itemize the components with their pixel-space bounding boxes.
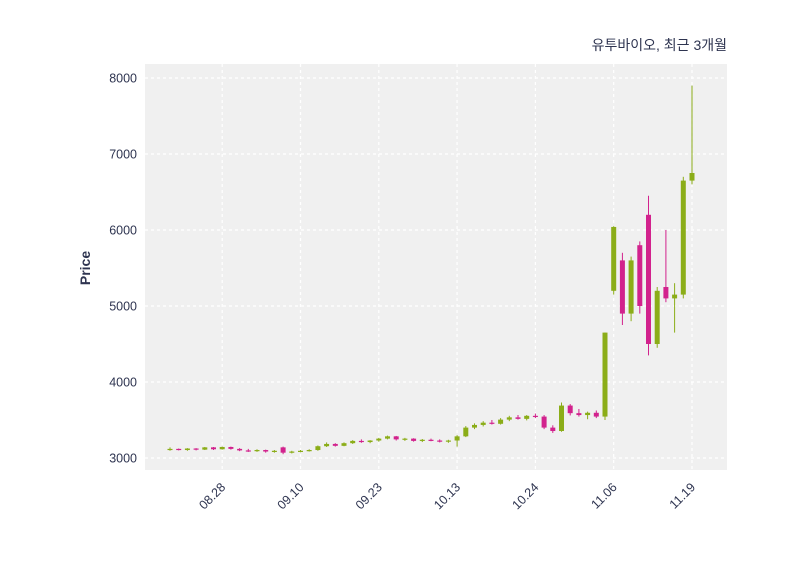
candle-body [176, 448, 182, 451]
candle-body [463, 427, 469, 437]
x-tick-label: 11.06 [588, 480, 619, 511]
candle-body [672, 294, 678, 299]
y-axis-label: Price [77, 251, 93, 285]
candle-body [358, 440, 364, 443]
x-tick-label: 11.19 [667, 480, 698, 511]
candle-body [654, 290, 660, 344]
candle-body [228, 446, 234, 449]
y-tick-label: 3000 [109, 452, 137, 466]
candle-body [567, 405, 573, 414]
chart-title: 유투바이오, 최근 3개월 [592, 37, 727, 53]
candle-body [472, 424, 477, 428]
candle-body [646, 214, 651, 344]
x-tick-label: 09.10 [275, 480, 307, 512]
candle-body [437, 440, 443, 442]
candle-body [367, 440, 373, 443]
candle-body [271, 450, 277, 452]
candle-body [541, 416, 547, 428]
candle-body [506, 417, 512, 420]
y-tick-label: 5000 [109, 300, 137, 314]
candle-body [445, 440, 451, 442]
y-tick-label: 6000 [109, 224, 137, 238]
candle-body [167, 448, 173, 451]
candle-body [237, 448, 243, 451]
candle-body [245, 450, 251, 452]
candle-body [559, 405, 564, 432]
x-tick-label: 10.24 [510, 480, 542, 512]
candle-body [602, 332, 608, 417]
candle-body [637, 245, 643, 306]
x-tick-label: 08.28 [196, 480, 228, 512]
candle-body [628, 260, 634, 314]
candle-body [498, 419, 504, 424]
candle-series [167, 85, 695, 455]
candle-body [663, 287, 669, 299]
candle-body [289, 451, 295, 453]
candle-body [550, 427, 556, 432]
candle-body [532, 415, 538, 418]
candle-body [219, 446, 225, 450]
candle-body [611, 226, 617, 291]
candle-body [689, 173, 695, 181]
candle-body [576, 413, 582, 416]
candle-body [211, 447, 216, 450]
candle-body [306, 450, 312, 452]
candle-body [193, 448, 199, 450]
candle-body [385, 436, 390, 439]
candle-body [419, 439, 425, 441]
candle-body [402, 438, 408, 440]
candle-body [515, 417, 521, 419]
x-tick-label: 09.23 [353, 480, 385, 512]
candle-body [428, 439, 434, 441]
candle-body [480, 422, 486, 425]
candle-body [202, 447, 208, 450]
candle-body [350, 440, 356, 444]
candle-body [280, 447, 286, 453]
candle-body [585, 412, 591, 416]
y-tick-label: 8000 [109, 72, 137, 86]
candle-body [454, 436, 460, 441]
y-tick-label: 7000 [109, 148, 137, 162]
candle-body [184, 448, 190, 451]
candle-body [298, 450, 303, 452]
candle-body [254, 450, 260, 452]
y-axis-tick-labels: 3000 4000 5000 6000 7000 8000 [109, 72, 137, 466]
candle-body [411, 438, 417, 441]
candle-body [332, 443, 338, 446]
candle-body [393, 436, 399, 440]
candle-body [324, 443, 330, 447]
x-axis-tick-labels: 08.28 09.10 09.23 10.13 10.24 11.06 11.19 [196, 480, 698, 512]
candle-body [619, 260, 625, 314]
candle-body [315, 446, 321, 451]
candle-body [376, 438, 382, 441]
candle-body [489, 422, 495, 424]
candle-body [680, 180, 686, 295]
y-tick-label: 4000 [109, 376, 137, 390]
candle-body [524, 415, 530, 419]
candle-body [341, 443, 347, 446]
x-tick-label: 10.13 [431, 480, 463, 512]
candle-body [263, 450, 269, 452]
candle-body [593, 412, 599, 417]
